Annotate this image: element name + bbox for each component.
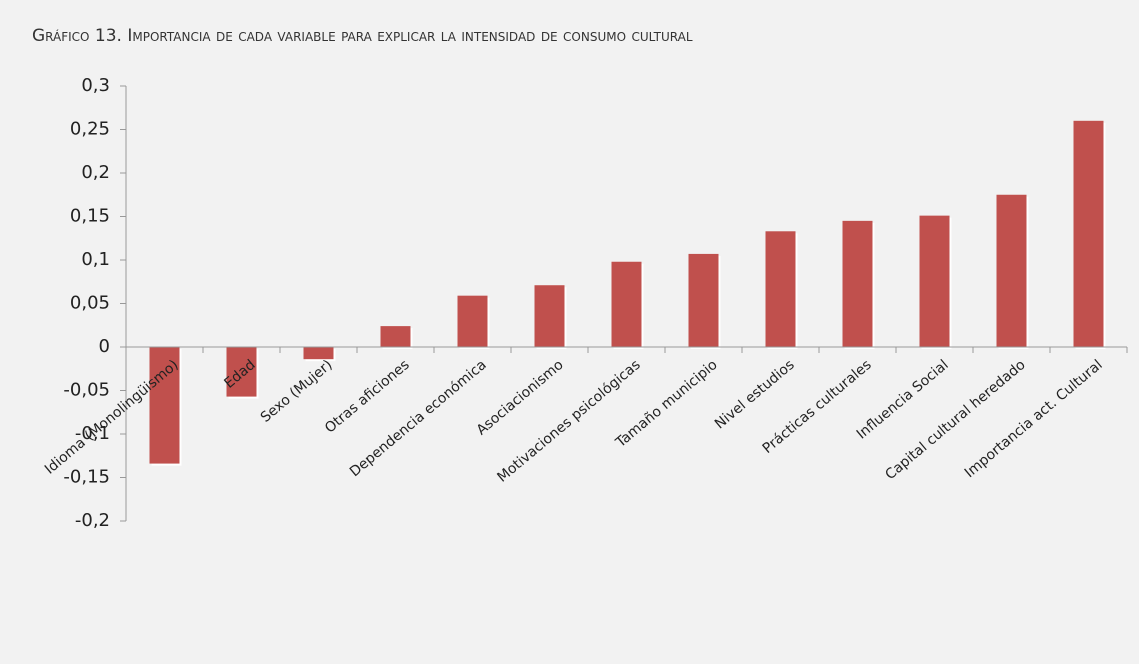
bar xyxy=(457,295,488,347)
bar xyxy=(226,347,257,397)
bar xyxy=(611,261,642,347)
y-tick-label: 0,3 xyxy=(81,75,110,96)
bar xyxy=(688,253,719,347)
chart-title: Gráfico 13. Importancia de cada variable… xyxy=(32,26,693,46)
y-tick-label: -0,1 xyxy=(75,423,110,444)
bar xyxy=(919,215,950,347)
y-tick-label: 0,2 xyxy=(81,162,110,183)
bar xyxy=(303,347,334,360)
y-tick-label: 0 xyxy=(99,336,110,357)
y-tick-label: 0,25 xyxy=(70,119,110,140)
y-tick-label: 0,05 xyxy=(70,293,110,314)
y-tick-label: -0,15 xyxy=(63,467,110,488)
y-tick-label: -0,2 xyxy=(75,510,110,531)
bar xyxy=(1073,120,1104,347)
bar xyxy=(534,285,565,347)
bar xyxy=(842,220,873,347)
y-tick-label: -0,05 xyxy=(63,380,110,401)
y-tick-label: 0,1 xyxy=(81,249,110,270)
bar xyxy=(380,326,411,347)
bar xyxy=(149,347,180,464)
bar xyxy=(765,231,796,347)
bar xyxy=(996,194,1027,347)
y-tick-label: 0,15 xyxy=(70,206,110,227)
